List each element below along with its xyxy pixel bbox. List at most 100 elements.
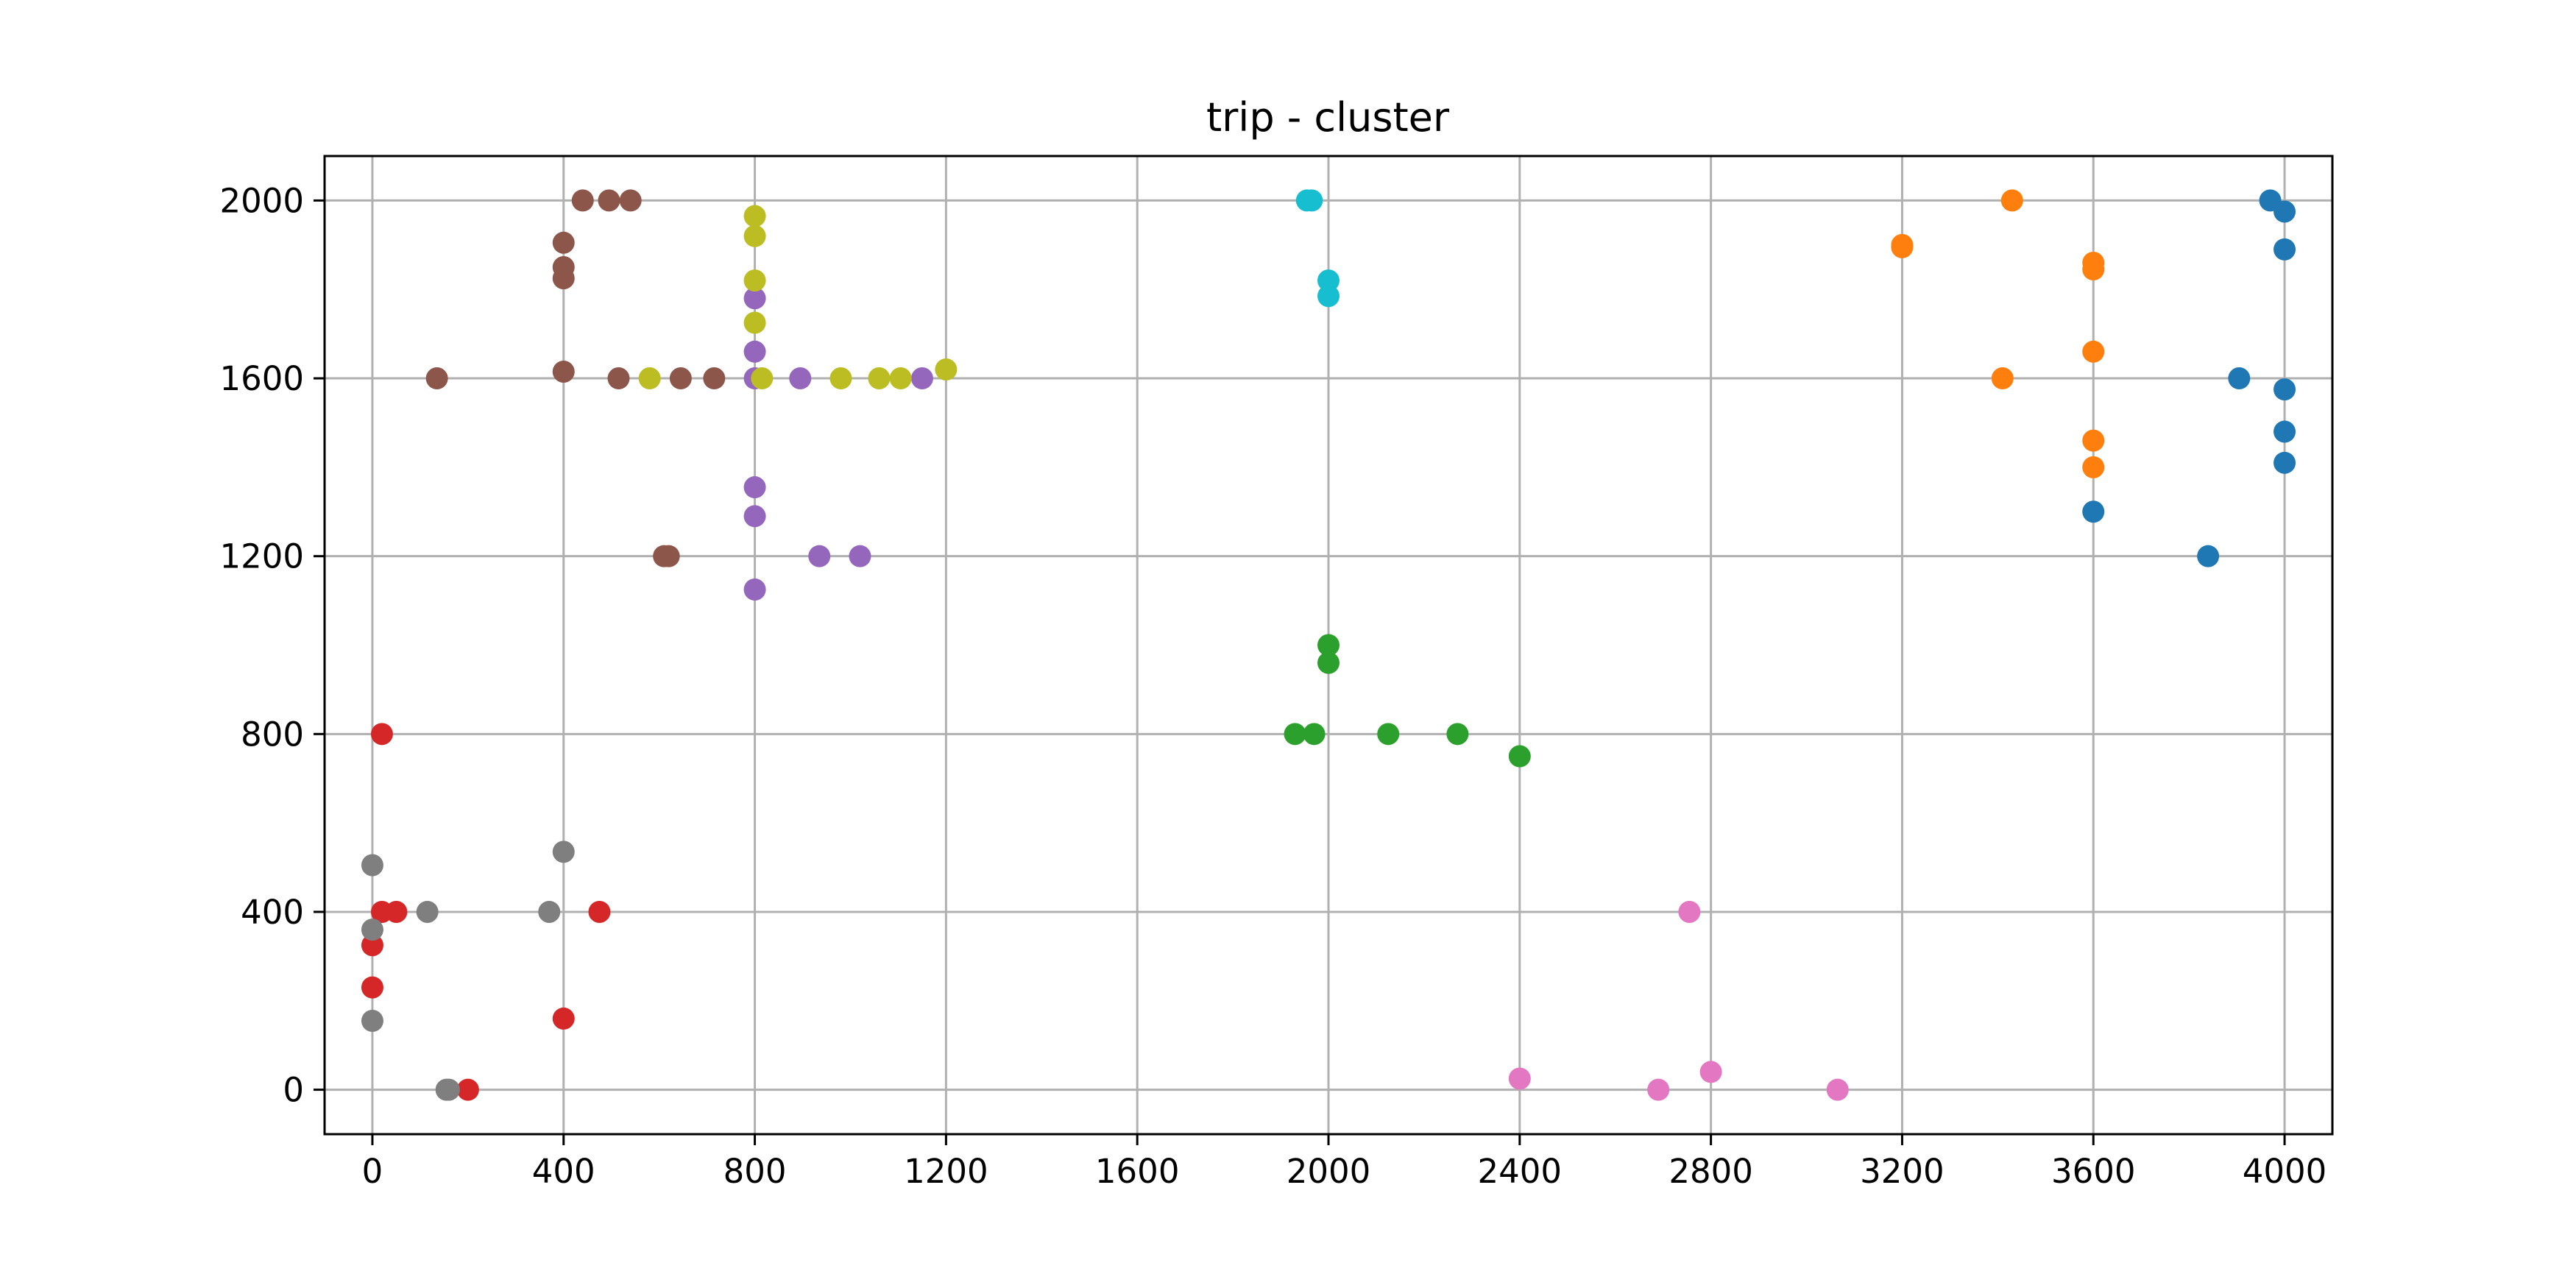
scatter-point <box>889 367 912 390</box>
scatter-point <box>743 476 766 499</box>
x-tick-label: 2000 <box>1287 1152 1371 1191</box>
scatter-point <box>657 545 680 567</box>
cluster-2-points <box>1284 634 1531 768</box>
scatter-point <box>2274 238 2296 261</box>
cluster-7-points <box>361 841 575 1101</box>
scatter-point <box>703 367 726 390</box>
scatter-point <box>1508 745 1531 768</box>
x-tick-label: 0 <box>362 1152 383 1191</box>
y-tick-label: 1600 <box>219 359 304 398</box>
x-tick-label: 3200 <box>1860 1152 1945 1191</box>
scatter-point <box>552 267 575 290</box>
scatter-point <box>910 367 933 390</box>
scatter-point <box>1826 1078 1849 1101</box>
scatter-point <box>829 367 852 390</box>
scatter-point <box>1284 723 1306 746</box>
scatter-point <box>607 367 630 390</box>
x-tick-label: 400 <box>532 1152 595 1191</box>
scatter-point <box>361 934 383 957</box>
ticks-layer: 0 400 800 1200 1600 2000 2400 2800 3200 3600 4000 0… <box>219 181 2326 1191</box>
scatter-point <box>361 854 383 877</box>
scatter-point <box>538 900 561 923</box>
scatter-point <box>789 367 812 390</box>
scatter-point <box>385 900 408 923</box>
scatter-point <box>1303 723 1326 746</box>
points-layer <box>361 189 2296 1101</box>
scatter-point <box>588 900 611 923</box>
scatter-point <box>2082 429 2105 452</box>
scatter-point <box>1377 723 1400 746</box>
scatter-point <box>2082 258 2105 281</box>
cluster-1-points <box>1891 189 2105 478</box>
scatter-point <box>751 367 774 390</box>
scatter-point <box>552 231 575 254</box>
scatter-point <box>1699 1061 1722 1083</box>
scatter-point <box>849 545 871 567</box>
scatter-point <box>1678 900 1701 923</box>
x-tick-label: 4000 <box>2243 1152 2327 1191</box>
chart-title: trip - cluster <box>1206 94 1450 141</box>
scatter-point <box>361 976 383 999</box>
scatter-point <box>1301 189 1323 212</box>
y-tick-label: 1200 <box>219 537 304 576</box>
scatter-point <box>743 205 766 227</box>
scatter-point <box>552 841 575 863</box>
scatter-point <box>743 505 766 528</box>
y-tick-label: 0 <box>283 1071 304 1110</box>
scatter-point <box>437 1078 460 1101</box>
scatter-point <box>1446 723 1469 746</box>
x-tick-label: 3600 <box>2051 1152 2136 1191</box>
scatter-point <box>571 189 594 212</box>
scatter-point <box>808 545 831 567</box>
scatter-point <box>1991 367 2014 390</box>
scatter-point <box>743 340 766 363</box>
cluster-9-points <box>1295 189 1340 308</box>
scatter-point <box>1317 634 1340 657</box>
scatter-point <box>1317 269 1340 292</box>
scatter-point <box>370 723 393 746</box>
scatter-point <box>1317 651 1340 674</box>
scatter-point <box>456 1078 479 1101</box>
scatter-point <box>552 1007 575 1030</box>
scatter-point <box>638 367 661 390</box>
scatter-point <box>2000 189 2023 212</box>
scatter-point <box>598 189 620 212</box>
x-tick-label: 2800 <box>1669 1152 1753 1191</box>
cluster-3-points <box>361 723 611 1101</box>
cluster-5-points <box>425 189 726 567</box>
scatter-point <box>1891 236 1914 258</box>
scatter-point <box>552 360 575 383</box>
y-tick-label: 800 <box>241 715 304 754</box>
scatter-point <box>2197 545 2220 567</box>
scatter-point <box>868 367 891 390</box>
scatter-point <box>2082 500 2105 523</box>
scatter-point <box>669 367 692 390</box>
scatter-point <box>361 1009 383 1032</box>
scatter-point <box>361 919 383 941</box>
scatter-point <box>1508 1067 1531 1090</box>
scatter-point <box>2082 340 2105 363</box>
y-tick-label: 2000 <box>219 181 304 220</box>
scatter-point <box>619 189 642 212</box>
scatter-point <box>1647 1078 1670 1101</box>
scatter-point <box>2274 200 2296 223</box>
scatter-point <box>743 311 766 334</box>
cluster-6-points <box>1508 900 1849 1101</box>
scatter-point <box>743 578 766 601</box>
x-tick-label: 800 <box>723 1152 787 1191</box>
scatter-point <box>935 358 958 381</box>
scatter-point <box>743 269 766 292</box>
scatter-point <box>743 287 766 310</box>
x-tick-label: 1600 <box>1095 1152 1180 1191</box>
scatter-point <box>2082 456 2105 478</box>
scatter-point <box>416 900 439 923</box>
x-tick-label: 1200 <box>904 1152 988 1191</box>
scatter-point <box>1317 285 1340 308</box>
scatter-point <box>2228 367 2251 390</box>
scatter-point <box>743 224 766 247</box>
cluster-8-points <box>638 205 958 390</box>
cluster-0-points <box>2082 189 2296 567</box>
x-tick-label: 2400 <box>1478 1152 1563 1191</box>
